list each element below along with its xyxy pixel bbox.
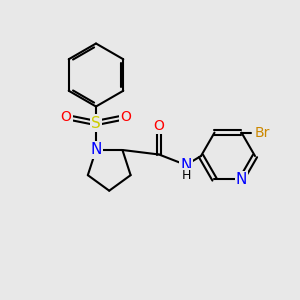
Text: O: O — [154, 119, 164, 133]
Text: H: H — [181, 169, 191, 182]
Text: N: N — [180, 158, 192, 172]
Text: O: O — [121, 110, 131, 124]
Text: Br: Br — [255, 126, 270, 140]
Text: S: S — [91, 116, 101, 130]
Text: O: O — [61, 110, 71, 124]
Text: N: N — [236, 172, 247, 187]
Text: N: N — [90, 142, 102, 158]
